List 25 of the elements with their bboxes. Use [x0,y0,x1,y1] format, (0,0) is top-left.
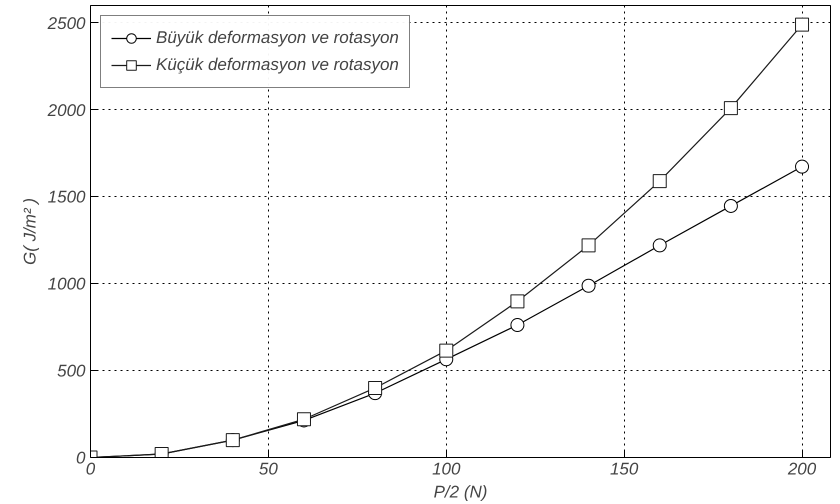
point [510,294,524,308]
x-tick-label: 200 [786,460,817,478]
x-tick-label: 50 [258,460,278,478]
point [368,380,382,395]
point [795,18,810,32]
y-tick-label: 1500 [48,188,86,207]
point [724,101,738,116]
y-axis-title: G( J/m² ) [20,198,40,266]
point [510,318,524,332]
point [582,278,596,293]
point [439,344,454,358]
point [724,198,738,213]
y-tick-label: 2000 [46,100,86,120]
x-tick-label: 100 [432,460,461,478]
point [582,238,596,252]
legend-label: Küçük deformasyon ve rotasyon [156,55,399,75]
point [795,160,810,174]
legend-label: Büyük deformasyon ve rotasyon [156,28,399,48]
y-tick-label: 1000 [48,274,86,294]
y-tick-label: 500 [57,362,86,381]
x-tick-label: 150 [610,460,639,478]
point [652,238,667,252]
y-tick-label: 2500 [46,14,86,33]
point [652,174,667,188]
x-axis-title: P/2 (N) [434,482,488,502]
